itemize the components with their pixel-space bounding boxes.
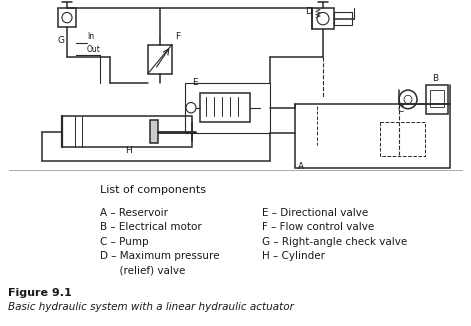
- Bar: [426, 85, 448, 114]
- Text: (relief) valve: (relief) valve: [100, 266, 186, 276]
- Text: G: G: [57, 37, 64, 46]
- Text: In: In: [87, 32, 94, 41]
- Text: C: C: [398, 105, 404, 114]
- Bar: [334, 12, 352, 25]
- Bar: [200, 93, 250, 122]
- Text: G – Right-angle check valve: G – Right-angle check valve: [262, 237, 407, 247]
- Bar: [295, 104, 450, 168]
- Bar: [312, 8, 334, 29]
- Text: F: F: [175, 32, 180, 41]
- Text: A: A: [298, 162, 304, 171]
- Bar: [58, 8, 76, 27]
- Text: Basic hydraulic system with a linear hydraulic actuator: Basic hydraulic system with a linear hyd…: [8, 302, 294, 312]
- Text: B – Electrical motor: B – Electrical motor: [100, 222, 202, 232]
- Text: A – Reservoir: A – Reservoir: [100, 208, 168, 218]
- Text: List of components: List of components: [100, 185, 206, 195]
- Bar: [185, 83, 270, 133]
- Text: H – Cylinder: H – Cylinder: [262, 251, 325, 261]
- Bar: [150, 120, 158, 143]
- Text: C – Pump: C – Pump: [100, 237, 149, 247]
- Bar: [430, 90, 444, 107]
- Bar: [62, 116, 192, 147]
- Text: Figure 9.1: Figure 9.1: [8, 288, 72, 298]
- Text: Out: Out: [87, 45, 101, 54]
- Text: D: D: [305, 7, 312, 17]
- Text: H: H: [125, 146, 132, 155]
- Bar: [380, 122, 425, 156]
- Text: F – Flow control valve: F – Flow control valve: [262, 222, 374, 232]
- Text: E – Directional valve: E – Directional valve: [262, 208, 368, 218]
- Text: B: B: [432, 74, 438, 83]
- Text: D – Maximum pressure: D – Maximum pressure: [100, 251, 219, 261]
- Bar: [148, 45, 172, 74]
- Text: E: E: [192, 78, 198, 87]
